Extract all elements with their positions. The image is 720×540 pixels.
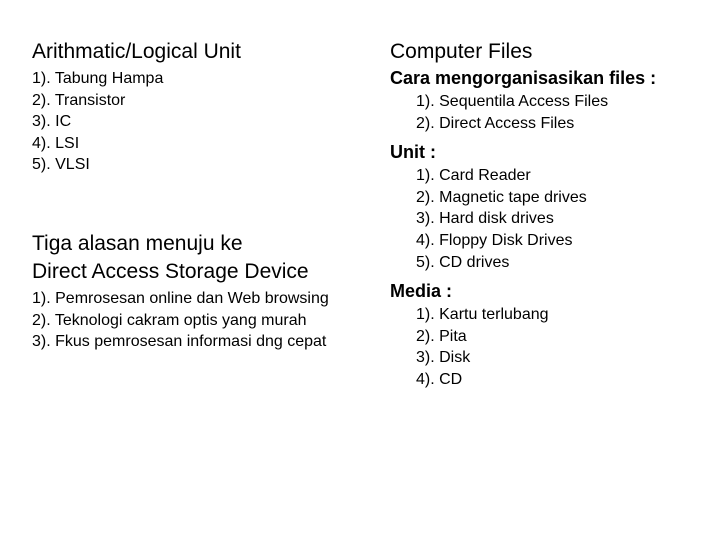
media-title: Media :: [390, 281, 688, 302]
unit-item: 2). Magnetic tape drives: [416, 187, 688, 209]
dasd-title-line1: Tiga alasan menuju ke: [32, 232, 372, 256]
unit-item: 3). Hard disk drives: [416, 208, 688, 230]
org-item: 1). Sequentila Access Files: [416, 91, 688, 113]
alu-item: 2). Transistor: [32, 90, 372, 112]
unit-title: Unit :: [390, 142, 688, 163]
alu-item: 5). VLSI: [32, 154, 372, 176]
dasd-title-line2: Direct Access Storage Device: [32, 260, 372, 284]
media-item: 3). Disk: [416, 347, 688, 369]
unit-section: Unit : 1). Card Reader 2). Magnetic tape…: [390, 142, 688, 273]
files-title: Computer Files: [390, 40, 688, 64]
alu-item: 3). IC: [32, 111, 372, 133]
media-item: 1). Kartu terlubang: [416, 304, 688, 326]
org-item: 2). Direct Access Files: [416, 113, 688, 135]
dasd-item: 3). Fkus pemrosesan informasi dng cepat: [32, 331, 372, 353]
left-column: Arithmatic/Logical Unit 1). Tabung Hampa…: [32, 40, 372, 500]
right-column: Computer Files Cara mengorganisasikan fi…: [390, 40, 688, 500]
unit-item: 4). Floppy Disk Drives: [416, 230, 688, 252]
org-title: Cara mengorganisasikan files :: [390, 68, 688, 89]
alu-item: 1). Tabung Hampa: [32, 68, 372, 90]
org-section: Cara mengorganisasikan files : 1). Seque…: [390, 68, 688, 134]
alu-item: 4). LSI: [32, 133, 372, 155]
media-item: 2). Pita: [416, 326, 688, 348]
dasd-item: 1). Pemrosesan online dan Web browsing: [32, 288, 372, 310]
unit-item: 5). CD drives: [416, 252, 688, 274]
dasd-section: Tiga alasan menuju ke Direct Access Stor…: [32, 232, 372, 353]
dasd-item: 2). Teknologi cakram optis yang murah: [32, 310, 372, 332]
alu-title: Arithmatic/Logical Unit: [32, 40, 372, 64]
alu-section: Arithmatic/Logical Unit 1). Tabung Hampa…: [32, 40, 372, 176]
media-section: Media : 1). Kartu terlubang 2). Pita 3).…: [390, 281, 688, 390]
unit-item: 1). Card Reader: [416, 165, 688, 187]
media-item: 4). CD: [416, 369, 688, 391]
